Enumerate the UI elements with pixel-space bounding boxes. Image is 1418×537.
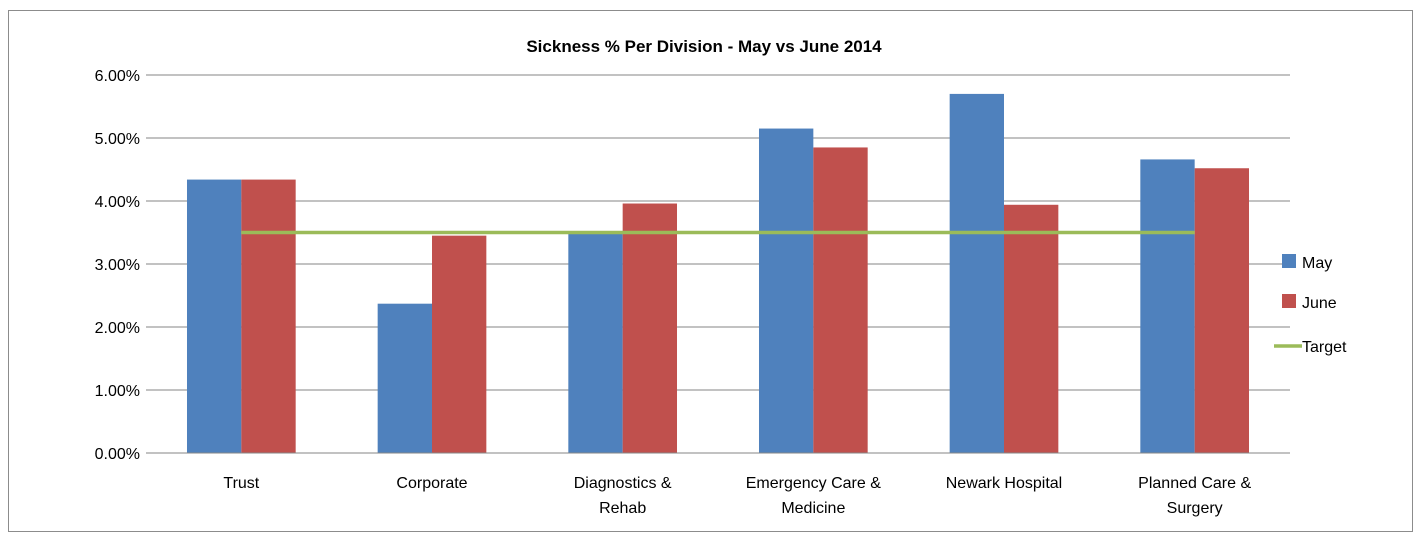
bar-may [758, 128, 814, 454]
y-axis-ticks: 0.00% 1.00% 2.00% 3.00% 4.00% 5.00% 6.00% [95, 68, 140, 463]
bar-june [1194, 168, 1250, 454]
grid-lines [146, 74, 1290, 391]
bar-may [377, 303, 432, 453]
chart-title: Sickness % Per Division - May vs June 20… [526, 37, 882, 56]
category-labels: Trust Corporate Diagnostics & Rehab Emergenc… [223, 475, 1251, 517]
y-tick-label: 4.00% [95, 194, 140, 211]
bar-june [432, 235, 487, 453]
y-tick-label: 5.00% [95, 131, 140, 148]
bar-june [241, 179, 296, 453]
bar-june [813, 147, 868, 453]
legend-swatch-june [1282, 294, 1296, 308]
category-label: Surgery [1167, 500, 1223, 517]
y-tick-label: 6.00% [95, 68, 140, 85]
bar-may [186, 179, 242, 453]
legend-swatch-may [1282, 254, 1296, 268]
category-label: Planned Care & [1138, 475, 1251, 492]
bar-may [949, 93, 1004, 454]
category-label: Emergency Care & [746, 475, 881, 492]
bar-june [1004, 204, 1059, 453]
category-label: Trust [223, 475, 259, 492]
y-tick-label: 1.00% [95, 383, 140, 400]
legend-label-target: Target [1302, 339, 1347, 356]
category-label: Medicine [781, 500, 845, 517]
bar-may [568, 232, 623, 453]
bar-may [1140, 159, 1195, 454]
category-label: Corporate [396, 475, 467, 492]
bars [186, 93, 1250, 454]
bar-june [622, 203, 678, 453]
y-tick-label: 2.00% [95, 320, 140, 337]
legend: May June Target [1274, 254, 1347, 356]
category-label: Newark Hospital [946, 475, 1062, 492]
legend-label-may: May [1302, 255, 1332, 272]
category-label: Rehab [599, 500, 646, 517]
category-label: Diagnostics & [574, 475, 672, 492]
legend-label-june: June [1302, 295, 1337, 312]
y-tick-label: 0.00% [95, 446, 140, 463]
y-tick-label: 3.00% [95, 257, 140, 274]
